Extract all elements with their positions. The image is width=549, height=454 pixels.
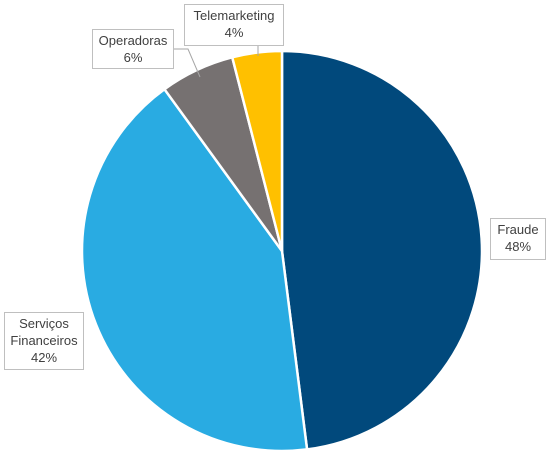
slice-value-servicos-financeiros: 42% (30, 350, 58, 365)
callout-servicos-financeiros: Serviços Financeiros 42% (4, 312, 84, 370)
pie-slice-telemarketing (231, 49, 284, 253)
callout-fraude: Fraude 48% (490, 218, 546, 260)
slice-value-telemarketing: 4% (224, 25, 244, 40)
callout-telemarketing: Telemarketing 4% (184, 4, 284, 46)
slice-label-operadoras: Operadoras (98, 33, 168, 48)
slice-value-operadoras: 6% (123, 50, 143, 65)
leader-line-operadoras (174, 48, 201, 78)
slice-label-financeiros: Financeiros (10, 333, 78, 348)
slice-label-telemarketing: Telemarketing (193, 8, 275, 23)
slice-value-fraude: 48% (504, 239, 532, 254)
slice-label-servicos: Serviços (19, 316, 69, 331)
pie-slice-servicos-financeiros (80, 87, 309, 453)
slice-label-fraude: Fraude (497, 222, 539, 237)
callout-operadoras: Operadoras 6% (92, 29, 174, 69)
pie-slice-fraude (280, 49, 484, 451)
